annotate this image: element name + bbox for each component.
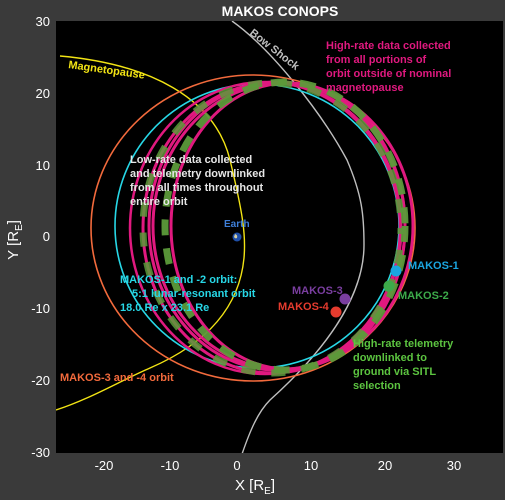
- orbit34-label: MAKOS-3 and -4 orbit: [60, 372, 174, 384]
- makos4-label: MAKOS-4: [278, 301, 330, 313]
- lowrate-label-line2: and telemetry downlinked: [130, 168, 265, 180]
- y-tick: -20: [31, 373, 50, 388]
- y-tick: 30: [36, 14, 50, 29]
- x-axis-title: X [RE]: [235, 477, 275, 497]
- earth-icon: [232, 232, 242, 242]
- x-tick: 20: [378, 458, 392, 473]
- y-axis-title: Y [RE]: [5, 220, 25, 260]
- makos-34-orbit: [90, 74, 416, 382]
- sitl-segments: [139, 78, 409, 377]
- x-tick: 30: [447, 458, 461, 473]
- makos4-marker: [330, 306, 342, 318]
- sitl-label-line1: High-rate telemetry: [353, 338, 454, 350]
- y-tick: -10: [31, 301, 50, 316]
- makos2-label: MAKOS-2: [398, 290, 449, 302]
- y-tick: 10: [36, 158, 50, 173]
- bow-shock-curve: [231, 21, 365, 453]
- x-tick: -20: [95, 458, 114, 473]
- y-tick: 20: [36, 86, 50, 101]
- plot-title: MAKOS CONOPS: [222, 3, 339, 19]
- sitl-label-line4: selection: [353, 380, 401, 392]
- x-tick: 10: [304, 458, 318, 473]
- orbit12-label-line1: MAKOS-1 and -2 orbit:: [120, 274, 237, 286]
- makos3-label: MAKOS-3: [292, 285, 343, 297]
- lowrate-label-line4: entire orbit: [130, 196, 188, 208]
- highrate-label-line4: magnetopause: [326, 82, 404, 94]
- earth-label: Earth: [224, 219, 250, 230]
- lowrate-label-line1: Low-rate data collected: [130, 154, 252, 166]
- x-tick: -10: [161, 458, 180, 473]
- sitl-label-line2: downlinked to: [353, 352, 427, 364]
- makos1-marker: [390, 265, 402, 277]
- makos3-marker: [339, 293, 351, 305]
- lowrate-label-line3: from all times throughout: [130, 182, 264, 194]
- orbit12-label-line3: 18.0 Re x 23.1 Re: [120, 302, 209, 314]
- highrate-label-line1: High-rate data collected: [326, 40, 451, 52]
- orbit12-label-line2: 5:1 lunar-resonant orbit: [132, 288, 256, 300]
- y-tick: -30: [31, 445, 50, 460]
- x-tick: 0: [233, 458, 240, 473]
- highrate-label-line2: from all portions of: [326, 54, 427, 66]
- magnetopause-curve: [56, 55, 246, 411]
- y-tick: 0: [43, 229, 50, 244]
- makos1-label: MAKOS-1: [408, 260, 459, 272]
- makos2-marker: [383, 280, 395, 292]
- highrate-label-line3: orbit outside of nominal: [326, 68, 451, 80]
- sitl-label-line3: ground via SITL: [353, 366, 436, 378]
